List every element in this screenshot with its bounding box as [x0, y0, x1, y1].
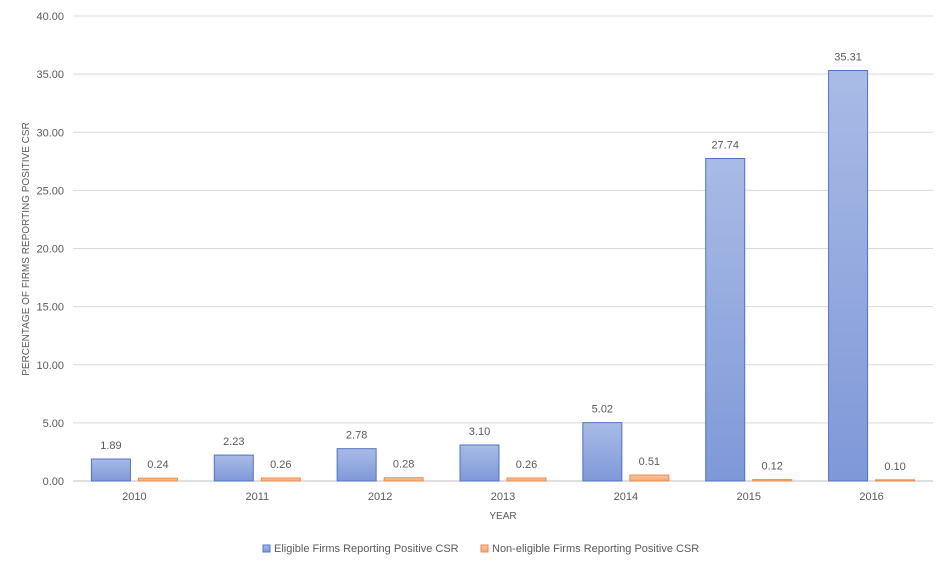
bar-eligible [90, 458, 131, 482]
data-label: 0.26 [270, 459, 291, 471]
bar-non-eligible [629, 474, 670, 482]
bar-non-eligible [383, 477, 424, 482]
y-tick-label: 35.00 [36, 69, 64, 81]
tick-labels: 0.00 5.00 10.00 15.00 20.00 25.00 30.00 35.00 40… [36, 11, 883, 503]
data-label: 3.10 [469, 426, 490, 438]
y-tick-label: 25.00 [36, 185, 64, 197]
y-tick-label: 40.00 [36, 11, 64, 23]
legend-label-non-eligible: Non-eligible Firms Reporting Positive CS… [492, 543, 699, 555]
bar-non-eligible [506, 477, 547, 482]
y-axis-title: PERCENTAGE OF FIRMS REPORTING POSITIVE C… [21, 122, 32, 376]
y-tick-label: 20.00 [36, 244, 64, 256]
data-label: 0.24 [147, 459, 168, 471]
data-label: 0.10 [884, 461, 905, 473]
legend-swatch-eligible [262, 544, 271, 553]
x-tick-label: 2010 [122, 491, 146, 503]
legend-swatch-non-eligible [480, 544, 489, 553]
bars [90, 70, 916, 482]
y-tick-label: 10.00 [36, 360, 64, 372]
bar-eligible [213, 454, 254, 482]
gridlines [73, 15, 933, 482]
data-label: 0.51 [639, 456, 660, 468]
bar-non-eligible [137, 477, 178, 482]
bar-non-eligible [875, 479, 916, 482]
x-tick-label: 2011 [245, 491, 269, 503]
x-tick-label: 2015 [736, 491, 760, 503]
x-tick-label: 2013 [491, 491, 515, 503]
data-label: 2.78 [346, 430, 367, 442]
bar-eligible [828, 70, 869, 482]
x-tick-label: 2012 [368, 491, 392, 503]
legend: Eligible Firms Reporting Positive CSR Non… [262, 543, 699, 555]
bar-non-eligible [260, 477, 301, 482]
y-tick-label: 30.00 [36, 127, 64, 139]
y-tick-label: 5.00 [43, 418, 64, 430]
bar-eligible [582, 422, 623, 482]
y-tick-label: 0.00 [43, 476, 64, 488]
data-label: 1.89 [100, 440, 121, 452]
bar-eligible [336, 448, 377, 482]
data-label: 0.12 [762, 461, 783, 473]
data-label: 0.28 [393, 459, 414, 471]
y-tick-label: 15.00 [36, 302, 64, 314]
x-tick-label: 2014 [614, 491, 638, 503]
bar-non-eligible [752, 479, 793, 482]
x-tick-label: 2016 [859, 491, 883, 503]
data-label: 35.31 [834, 52, 862, 64]
data-label: 27.74 [711, 140, 739, 152]
bar-eligible [459, 444, 500, 482]
data-label: 5.02 [592, 404, 613, 416]
data-label: 0.26 [516, 459, 537, 471]
data-label: 2.23 [223, 436, 244, 448]
data-labels: 1.89 0.24 2.23 0.26 2.78 0.28 3.10 0.26 5.02 0.51… [100, 52, 906, 473]
x-axis-title: YEAR [489, 511, 516, 522]
bar-eligible [705, 158, 746, 482]
legend-label-eligible: Eligible Firms Reporting Positive CSR [274, 543, 459, 555]
